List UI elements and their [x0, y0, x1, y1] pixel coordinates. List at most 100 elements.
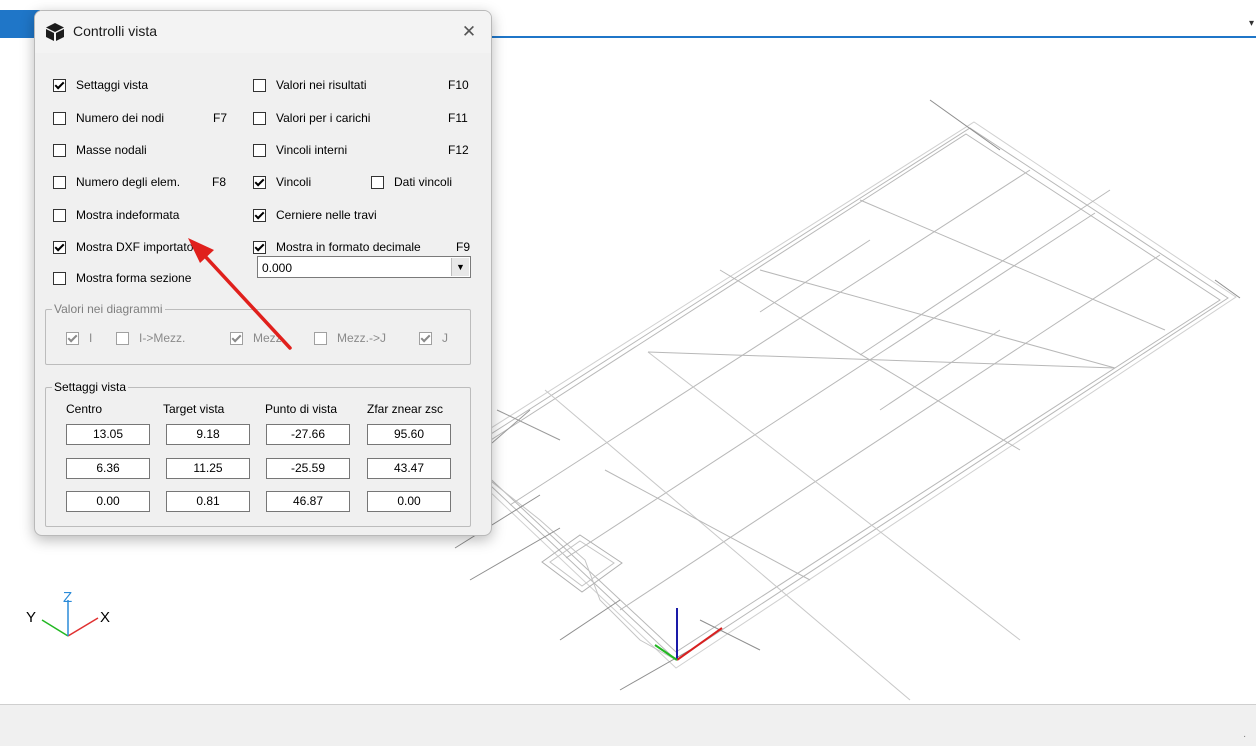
shortcut-key: F10: [448, 78, 469, 92]
checkbox-valori-per-i-carichi[interactable]: Valori per i carichi: [253, 111, 370, 125]
checkbox-box[interactable]: [253, 240, 266, 254]
checkbox-box[interactable]: [116, 331, 129, 345]
checkbox-diagram-mezz-j[interactable]: Mezz.->J: [314, 331, 386, 345]
checkbox-label: I->Mezz.: [139, 331, 186, 345]
chevron-down-icon[interactable]: ▾: [1248, 18, 1254, 29]
shortcut-key: F8: [212, 175, 227, 189]
checkbox-masse-nodali[interactable]: Masse nodali: [53, 143, 147, 157]
column-header-centro: Centro: [66, 402, 103, 416]
checkbox-label: Mezz.: [253, 331, 286, 345]
checkbox-mostra-in-formato-decimale[interactable]: Mostra in formato decimale: [253, 240, 421, 254]
checkbox-label: Dati vincoli: [394, 175, 453, 189]
checkbox-box[interactable]: [253, 208, 266, 222]
tab-strip-underline: [0, 36, 1256, 38]
shortcut-key: F7: [213, 111, 228, 125]
group-legend: Settaggi vista: [52, 380, 129, 394]
dialog-body: Settaggi vista Numero dei nodi F7 Masse …: [35, 53, 491, 535]
dialog-title: Controlli vista: [73, 23, 158, 39]
centro-z-field[interactable]: 0.00: [66, 491, 150, 512]
diagram-values-group: Valori nei diagrammi I I->Mezz. Mezz. Me…: [45, 302, 471, 365]
status-text: .: [1243, 729, 1246, 740]
target-y-field[interactable]: 11.25: [166, 458, 250, 479]
checkbox-box[interactable]: [53, 143, 66, 157]
zfar-field[interactable]: 95.60: [367, 424, 451, 445]
punto-y-field[interactable]: -25.59: [266, 458, 350, 479]
dxf-wireframe: [449, 99, 1241, 701]
view-settings-group: Settaggi vista Centro Target vista Punto…: [45, 380, 471, 527]
checkbox-label: Vincoli interni: [276, 143, 348, 157]
checkbox-diagram-i-mezz[interactable]: I->Mezz.: [116, 331, 185, 345]
shortcut-key: F12: [448, 143, 469, 157]
checkbox-box[interactable]: [314, 331, 327, 345]
checkbox-diagram-i[interactable]: I: [66, 331, 92, 345]
punto-z-field[interactable]: 46.87: [266, 491, 350, 512]
dialog-titlebar[interactable]: Controlli vista ✕: [35, 11, 491, 53]
checkbox-label: Cerniere nelle travi: [276, 208, 377, 222]
column-header-zfar-znear-zsc: Zfar znear zsc: [367, 402, 444, 416]
chevron-down-icon[interactable]: ▼: [451, 258, 469, 276]
checkbox-mostra-indeformata[interactable]: Mostra indeformata: [53, 208, 179, 222]
cube-icon: [46, 23, 64, 41]
column-header-target-vista: Target vista: [163, 402, 225, 416]
checkbox-box[interactable]: [66, 331, 79, 345]
gizmo-axis-y: [41, 619, 69, 637]
checkbox-box[interactable]: [53, 175, 66, 189]
checkbox-label: Numero degli elem.: [76, 175, 181, 189]
target-x-field[interactable]: 9.18: [166, 424, 250, 445]
checkbox-numero-degli-elem[interactable]: Numero degli elem.: [53, 175, 180, 189]
gizmo-axis-x: [67, 617, 99, 637]
axis-label-y: Y: [26, 609, 36, 626]
checkbox-box[interactable]: [253, 78, 266, 92]
checkbox-box[interactable]: [53, 240, 66, 254]
checkbox-diagram-j[interactable]: J: [419, 331, 448, 345]
checkbox-box[interactable]: [253, 143, 266, 157]
target-z-field[interactable]: 0.81: [166, 491, 250, 512]
checkbox-label: Mostra indeformata: [76, 208, 180, 222]
checkbox-box[interactable]: [53, 208, 66, 222]
checkbox-box[interactable]: [53, 111, 66, 125]
centro-x-field[interactable]: 13.05: [66, 424, 150, 445]
column-header-punto-di-vista: Punto di vista: [265, 402, 338, 416]
checkbox-label: Valori per i carichi: [276, 111, 371, 125]
scene-axis-x: [676, 627, 723, 661]
axis-label-z: Z: [63, 589, 72, 606]
checkbox-label: Numero dei nodi: [76, 111, 165, 125]
checkbox-diagram-mezz[interactable]: Mezz.: [230, 331, 285, 345]
checkbox-box[interactable]: [253, 175, 266, 189]
checkbox-box[interactable]: [253, 111, 266, 125]
checkbox-label: J: [442, 331, 448, 345]
checkbox-box[interactable]: [53, 78, 66, 92]
checkbox-numero-dei-nodi[interactable]: Numero dei nodi: [53, 111, 164, 125]
status-bar: .: [0, 704, 1256, 746]
shortcut-key: F9: [456, 240, 471, 254]
centro-y-field[interactable]: 6.36: [66, 458, 150, 479]
checkbox-settaggi-vista[interactable]: Settaggi vista: [53, 78, 148, 92]
checkbox-vincoli[interactable]: Vincoli: [253, 175, 311, 189]
checkbox-label: Settaggi vista: [76, 78, 149, 92]
decimal-format-select[interactable]: 0.000 ▼: [257, 256, 471, 278]
checkbox-box[interactable]: [230, 331, 243, 345]
znear-field[interactable]: 43.47: [367, 458, 451, 479]
checkbox-label: Mezz.->J: [337, 331, 387, 345]
checkbox-box[interactable]: [53, 271, 66, 285]
checkbox-label: Masse nodali: [76, 143, 147, 157]
checkbox-label: I: [89, 331, 93, 345]
checkbox-vincoli-interni[interactable]: Vincoli interni: [253, 143, 347, 157]
punto-x-field[interactable]: -27.66: [266, 424, 350, 445]
active-tab[interactable]: [0, 10, 40, 36]
checkbox-dati-vincoli[interactable]: Dati vincoli: [371, 175, 452, 189]
checkbox-box[interactable]: [419, 331, 432, 345]
close-icon[interactable]: ✕: [461, 22, 477, 41]
checkbox-mostra-dxf-importato[interactable]: Mostra DXF importato: [53, 240, 193, 254]
zsc-field[interactable]: 0.00: [367, 491, 451, 512]
checkbox-label: Mostra forma sezione: [76, 271, 192, 285]
checkbox-cerniere-nelle-travi[interactable]: Cerniere nelle travi: [253, 208, 377, 222]
checkbox-valori-nei-risultati[interactable]: Valori nei risultati: [253, 78, 366, 92]
checkbox-label: Vincoli: [276, 175, 312, 189]
axis-label-x: X: [100, 609, 110, 626]
checkbox-box[interactable]: [371, 175, 384, 189]
checkbox-mostra-forma-sezione[interactable]: Mostra forma sezione: [53, 271, 191, 285]
column-detail: [541, 534, 623, 593]
checkbox-label: Mostra in formato decimale: [276, 240, 421, 254]
